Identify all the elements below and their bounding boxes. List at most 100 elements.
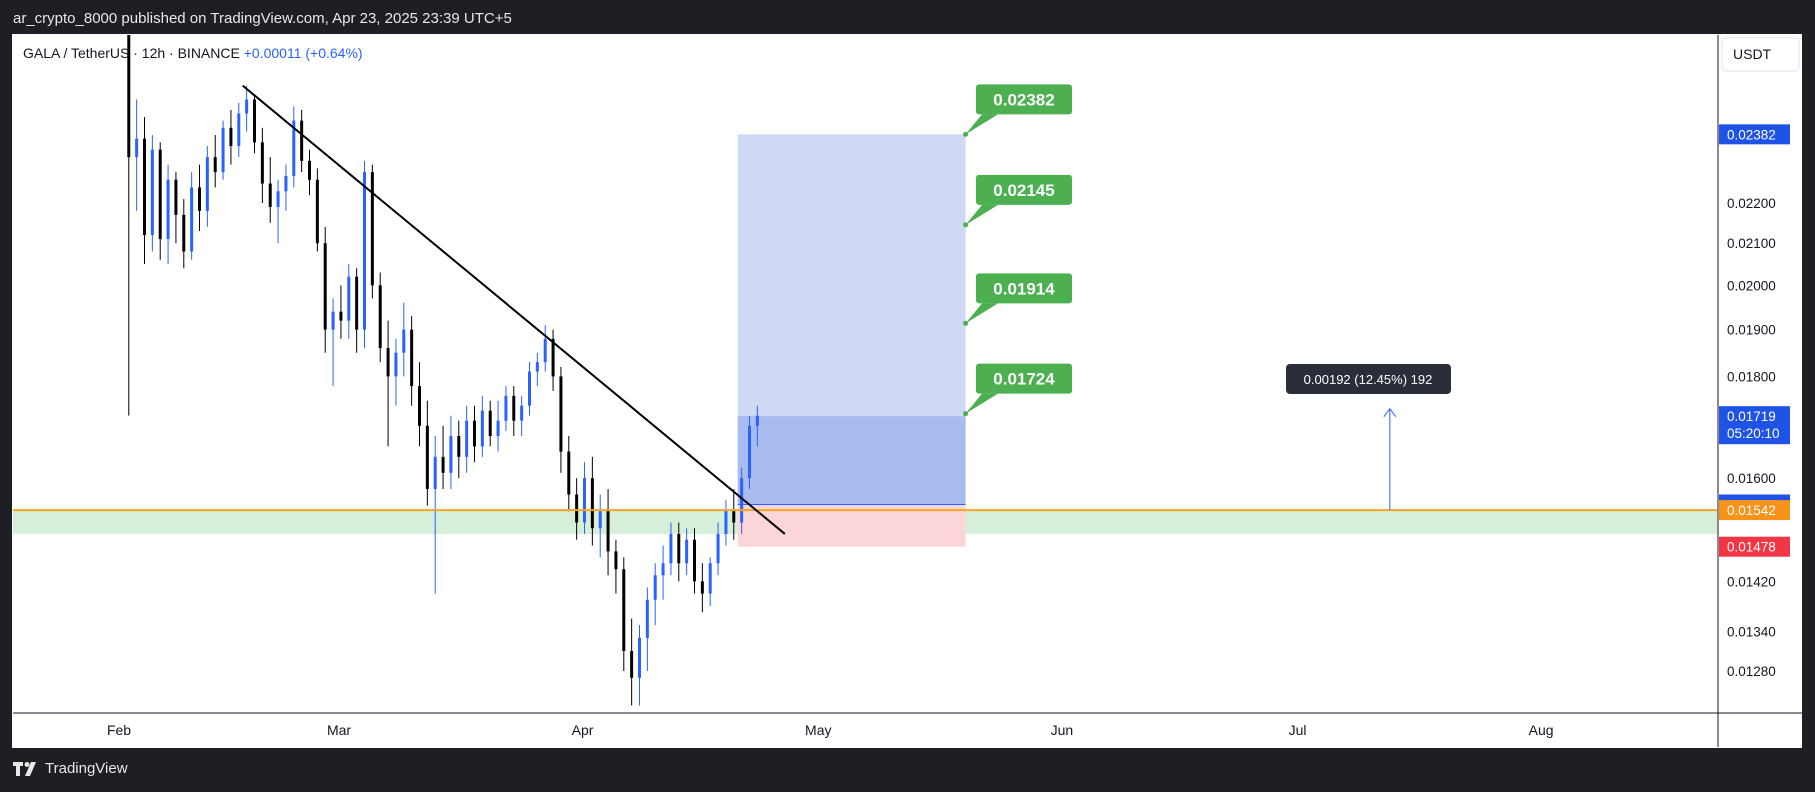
publisher-header: ar_crypto_8000 published on TradingView.…	[13, 10, 512, 27]
price-tick-label: 0.02100	[1727, 236, 1776, 251]
candle-body	[339, 311, 343, 321]
candle-body	[378, 285, 382, 349]
candle-body	[284, 175, 288, 192]
time-tick-label: May	[805, 722, 831, 738]
candle-body	[669, 533, 673, 564]
candle-body	[347, 276, 351, 321]
tradingview-logo-icon	[13, 761, 36, 776]
candle-body	[716, 533, 720, 564]
price-tick-label: 0.01800	[1727, 369, 1776, 384]
price-tag-target: 0.02382	[1719, 124, 1790, 145]
candle-body	[308, 160, 311, 180]
candle-body	[559, 376, 563, 452]
tradingview-brand: TradingView	[45, 760, 128, 777]
candle-body	[528, 371, 531, 406]
candle-body	[583, 478, 586, 523]
price-tick-label: 0.01600	[1727, 471, 1776, 486]
candle-body	[229, 127, 233, 147]
target-label: 0.02145	[963, 174, 1072, 228]
candle-body	[394, 352, 398, 377]
candle-body	[425, 425, 429, 490]
candle-body	[653, 575, 657, 600]
tradingview-logo[interactable]: TradingView	[13, 760, 128, 777]
candle-body	[135, 138, 139, 158]
candle-body	[276, 191, 280, 207]
candle-body	[488, 410, 492, 437]
candle-body	[418, 386, 421, 426]
candle-body	[693, 539, 696, 582]
price-tick-label: 0.01420	[1727, 574, 1776, 589]
candle-body	[685, 539, 689, 564]
candle-body	[331, 311, 335, 330]
candle-body	[150, 149, 154, 236]
candle-body	[355, 276, 359, 330]
candle-body	[410, 329, 414, 387]
price-tag-support: 0.01542	[1719, 500, 1790, 521]
time-tick-label: Feb	[107, 722, 131, 738]
currency-button[interactable]: USDT	[1721, 37, 1800, 72]
candle-body	[268, 183, 272, 207]
trendline[interactable]	[242, 84, 786, 535]
candle-body	[708, 563, 712, 594]
candle-body	[567, 451, 571, 495]
price-axis[interactable]: 0.02200 0.02100 0.02000 0.01900 0.01800 0.016…	[1727, 196, 1776, 679]
measure-label-text: 0.00192 (12.45%) 192	[1304, 372, 1433, 387]
target-label-text: 0.01914	[993, 279, 1055, 298]
candle-body	[205, 157, 209, 211]
measure-arrow[interactable]	[1383, 407, 1397, 511]
candle-body	[315, 179, 319, 244]
symbol-change: +0.00011 (+0.64%)	[243, 45, 363, 61]
candle-body	[300, 120, 304, 161]
price-tag-box	[1719, 500, 1790, 521]
price-tick-label: 0.02000	[1727, 278, 1776, 293]
symbol-legend[interactable]: GALA / TetherUS · 12h · BINANCE +0.00011…	[23, 45, 363, 61]
price-tag-last: 0.01719 05:20:10	[1719, 406, 1790, 445]
time-tick-label: Aug	[1529, 722, 1554, 738]
candle-body	[190, 187, 194, 252]
price-tag-value: 0.01542	[1727, 503, 1776, 518]
candle-body	[575, 494, 579, 523]
measure-label[interactable]: 0.00192 (12.45%) 192	[1286, 364, 1451, 394]
candle-body	[677, 533, 681, 564]
price-tags: 0.023820.0171905:20:100.015520.015420.01…	[1719, 124, 1790, 557]
candle-body	[465, 420, 469, 457]
candle-body	[732, 511, 736, 523]
candle-body	[724, 511, 728, 534]
candle-body	[221, 127, 225, 173]
candle-body	[543, 338, 547, 363]
measure-arrow-head	[1383, 407, 1397, 417]
candle-body	[363, 172, 366, 330]
candle-body	[755, 415, 759, 426]
candle-body	[143, 138, 146, 236]
candle-body	[473, 420, 476, 447]
target-label-box	[976, 174, 1072, 205]
candle-body	[370, 172, 374, 286]
candle-body	[645, 599, 649, 638]
target-point	[963, 222, 969, 228]
candle-body	[661, 563, 665, 576]
candle-body	[441, 456, 445, 473]
candle-body	[127, 35, 131, 158]
time-tick-label: Mar	[327, 722, 351, 738]
candle-body	[630, 650, 634, 678]
candle-body	[213, 157, 217, 173]
candle-body	[198, 187, 201, 211]
candle-body	[166, 179, 170, 240]
symbol-title: GALA / TetherUS · 12h · BINANCE	[23, 45, 240, 61]
price-tag-countdown: 05:20:10	[1727, 426, 1780, 441]
candle-body	[740, 478, 744, 523]
target-label-box	[976, 273, 1072, 304]
candle-body	[622, 569, 626, 651]
candle-body	[323, 243, 327, 330]
candle-body	[551, 338, 555, 377]
price-tag-value: 0.02382	[1727, 127, 1776, 142]
candle-body	[748, 425, 751, 479]
target-label-pointer	[965, 303, 998, 324]
candle-body	[504, 395, 508, 421]
target-label: 0.02382	[963, 84, 1072, 137]
target-label: 0.01914	[963, 273, 1072, 326]
time-axis[interactable]: Feb Mar Apr May Jun Jul Aug	[107, 722, 1554, 738]
target-label: 0.01724	[963, 363, 1072, 417]
time-tick-label: Jul	[1289, 722, 1307, 738]
candle-body	[700, 581, 704, 594]
